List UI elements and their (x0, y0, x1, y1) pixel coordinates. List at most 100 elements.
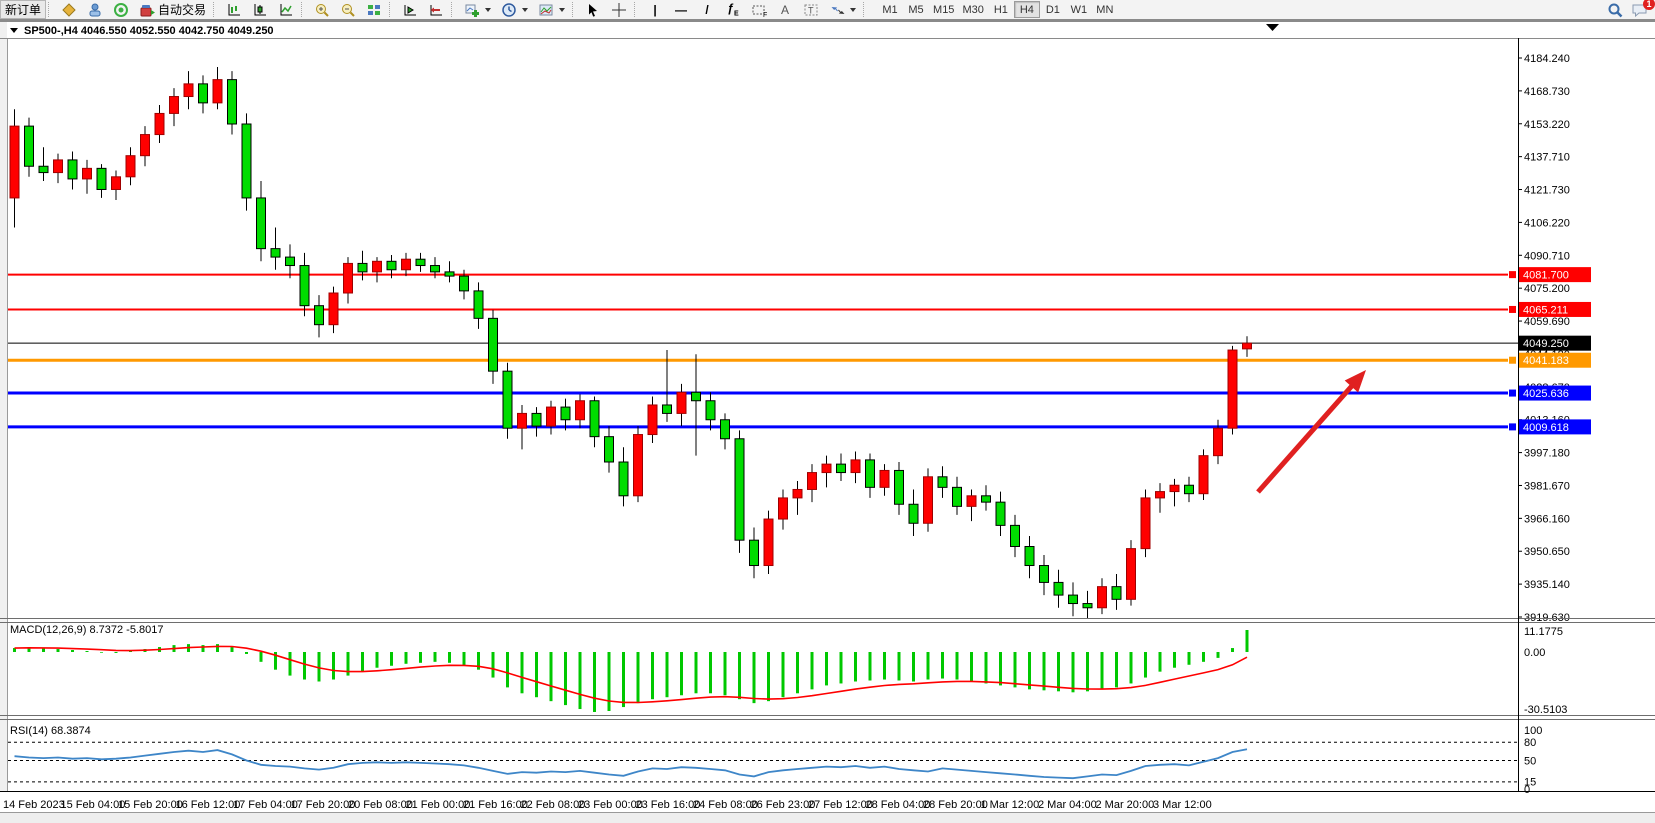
bear-candle (894, 469, 904, 505)
chart-shift-marker[interactable] (1266, 24, 1279, 31)
notifications-button[interactable]: 1 (1631, 0, 1655, 18)
new-order-button[interactable]: 新订单 (0, 0, 47, 19)
label-tool-button[interactable]: T (798, 0, 824, 19)
bull-candle (1126, 548, 1136, 600)
cursor-icon (585, 2, 601, 18)
autotrading-button[interactable]: 自动交易 (134, 0, 211, 19)
trend-arrow[interactable] (1256, 370, 1366, 494)
vertical-line-tool-button[interactable]: | (642, 0, 668, 19)
toolbar-separator (634, 2, 640, 17)
bull-candle (633, 434, 643, 497)
bull-candle (850, 459, 861, 474)
price-badge-4081.700: 4081.700 (1519, 267, 1591, 283)
rsi-line (14, 748, 1248, 780)
channel-tool-button[interactable]: F (746, 0, 772, 19)
hline-anchor-square (1509, 356, 1516, 364)
line-chart-icon (278, 2, 294, 18)
trendline-tool-button[interactable]: / (694, 0, 720, 19)
tile-windows-button[interactable] (361, 0, 387, 19)
chart-shift-icon (428, 2, 444, 18)
price-badge-4041.183: 4041.183 (1519, 352, 1591, 368)
timeframe-button-H4[interactable]: H4 (1013, 1, 1040, 18)
candlestick-mode-button[interactable] (247, 0, 273, 19)
autoscroll-button[interactable] (397, 0, 423, 19)
crosshair-tool-button[interactable] (606, 0, 632, 19)
navigator-button[interactable] (82, 0, 108, 19)
time-label: 3 Mar 12:00 (1153, 799, 1212, 811)
pane-separator[interactable] (0, 715, 1655, 720)
timeframe-button-D1[interactable]: D1 (1045, 3, 1060, 16)
time-label: 21 Feb 16:00 (463, 799, 528, 811)
hline-4081.700[interactable] (8, 271, 1516, 279)
market-watch-button[interactable] (56, 0, 82, 19)
timeframe-button-MN[interactable]: MN (1096, 3, 1114, 16)
timeframe-toolbar: M1 M5 M15 M30 H1 H4 D1 W1 MN (877, 1, 1118, 18)
zoom-in-button[interactable] (309, 0, 335, 19)
periods-dropdown-caret[interactable] (522, 7, 529, 12)
bull-candle (517, 412, 527, 429)
indicators-dropdown-caret[interactable] (485, 7, 492, 12)
template-chart-icon (538, 2, 554, 18)
hline-4025.636[interactable] (8, 389, 1516, 397)
price-tick-label: 3981.670 (1524, 480, 1570, 492)
bear-candle (1039, 565, 1049, 583)
bull-candle (923, 476, 933, 524)
bar-chart-mode-button[interactable] (221, 0, 247, 19)
bull-candle (53, 159, 63, 174)
hline-4065.211[interactable] (8, 305, 1516, 313)
bear-candle (618, 461, 629, 497)
macd-pane: MACD(12,26,9) 8.7372 -5.8017 11.1775 0.00 -… (10, 624, 1567, 716)
price-badge-box (1519, 419, 1591, 435)
bear-candle (256, 197, 266, 250)
chart-canvas[interactable]: 4184.240 4168.730 4153.220 4137.710 4121.730… (0, 22, 1655, 823)
navigator-icon (87, 2, 103, 18)
templates-dropdown-caret[interactable] (559, 7, 566, 12)
bear-candle (357, 262, 368, 273)
cursor-tool-button[interactable] (580, 0, 606, 19)
title-collapse-icon[interactable] (10, 28, 18, 33)
autotrading-label: 自动交易 (158, 3, 207, 17)
bear-candle (24, 125, 34, 167)
chart-title: SP500-,H4 4046.550 4052.550 4042.750 404… (10, 25, 274, 37)
hline-4041.183[interactable] (8, 356, 1516, 364)
bear-candle (430, 265, 440, 273)
bull-candle (154, 112, 165, 136)
bull-candle (212, 79, 223, 104)
rsi-scale-label: 50 (1524, 756, 1536, 768)
zoom-out-button[interactable] (335, 0, 361, 19)
arrows-tool-button[interactable] (824, 0, 861, 19)
chart-shift-button[interactable] (423, 0, 449, 19)
hline-4009.618[interactable] (8, 423, 1516, 431)
indicators-button[interactable] (459, 0, 496, 19)
timeframe-button-M5[interactable]: M5 (908, 3, 924, 16)
ohlc-title-text: SP500-,H4 4046.550 4052.550 4042.750 404… (24, 25, 274, 37)
arrows-dropdown-caret[interactable] (850, 7, 857, 12)
toolbar-right-group: 1 (1607, 0, 1655, 19)
periods-button[interactable] (496, 0, 533, 19)
zoom-out-icon (340, 2, 356, 18)
bull-candle (1155, 491, 1165, 499)
trend-arrow-head (1344, 370, 1366, 393)
search-icon[interactable] (1607, 2, 1623, 18)
bear-candle (67, 159, 78, 180)
timeframe-button-W1[interactable]: W1 (1070, 3, 1088, 16)
bull-candle (328, 292, 339, 326)
bull-candle (546, 406, 556, 427)
pane-separator[interactable] (0, 618, 1655, 623)
autotrading-icon (139, 2, 156, 18)
timeframe-button-M1[interactable]: M1 (882, 3, 898, 16)
price-tick-label: 4168.730 (1524, 86, 1570, 98)
fibonacci-tool-button[interactable]: ƒE (720, 0, 746, 19)
bear-candle (560, 406, 571, 421)
timeframe-button-M15[interactable]: M15 (933, 3, 955, 16)
signals-button[interactable] (108, 0, 134, 19)
line-chart-mode-button[interactable] (273, 0, 299, 19)
horizontal-line-tool-button[interactable]: — (668, 0, 694, 19)
timeframe-button-M30[interactable]: M30 (962, 3, 984, 16)
timeframe-button-H1[interactable]: H1 (993, 3, 1008, 16)
text-tool-button[interactable]: A (772, 0, 798, 19)
time-label: 23 Feb 16:00 (636, 799, 701, 811)
templates-button[interactable] (533, 0, 570, 19)
notification-badge: 1 (1643, 0, 1655, 10)
